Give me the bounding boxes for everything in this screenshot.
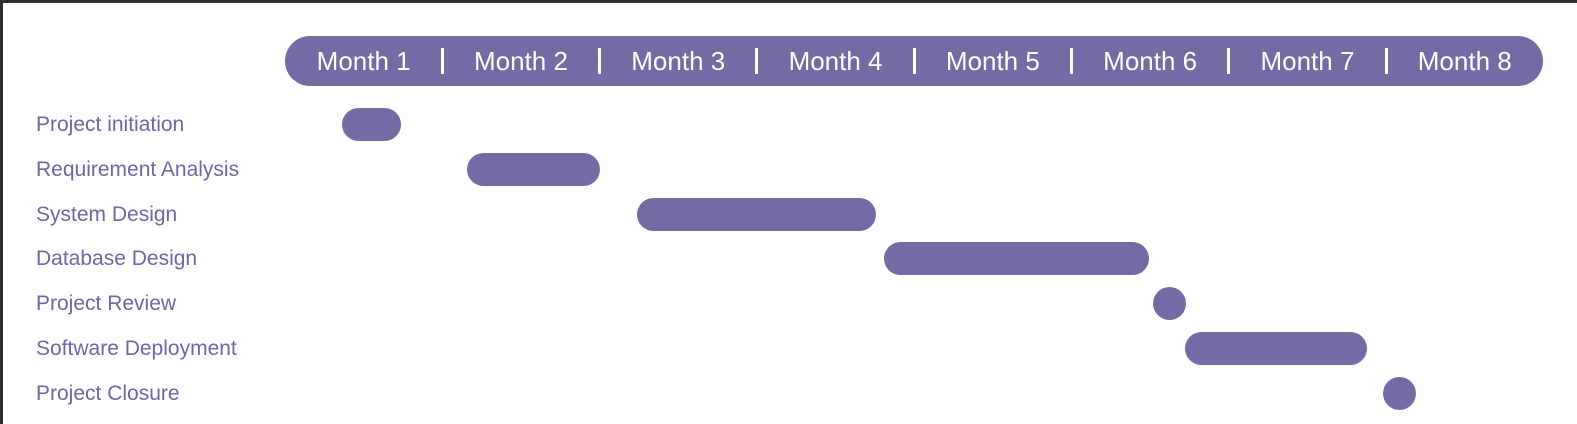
month-label: Month 7 [1260,46,1355,76]
task-bar[interactable] [884,242,1149,276]
task-label: System Design [36,202,178,226]
task-label: Project Closure [36,381,180,405]
month-separator [1070,48,1073,74]
task-label: Project Review [36,292,177,316]
month-label: Month 5 [945,46,1040,76]
month-label: Month 6 [1103,46,1198,76]
month-separator [440,48,444,74]
month-label: Month 1 [316,46,411,76]
task-bar[interactable] [467,152,600,186]
task-label: Software Deployment [36,337,237,360]
task-bar[interactable] [341,108,402,141]
month-label: Month 3 [631,46,726,76]
task-label: Database Design [36,247,198,271]
task-label: Requirement Analysis [36,157,240,181]
task-bar[interactable] [1382,376,1416,410]
task-bar[interactable] [637,197,877,231]
month-separator [1227,48,1231,74]
month-separator [1384,48,1388,74]
task-bar[interactable] [1153,287,1187,321]
task-bar[interactable] [1184,332,1368,365]
month-separator [598,48,602,74]
month-separator [912,48,916,74]
task-label: Project initiation [36,113,185,136]
month-header: Month 1 Month 2 Month 3 Month 4 Month 5 Month… [285,36,1543,86]
gantt-chart: Month 1 Month 2 Month 3 Month 4 Month 5 Month… [3,3,1577,424]
month-label: Month 8 [1417,46,1512,76]
month-label: Month 2 [473,46,568,76]
month-separator [755,48,759,74]
month-label: Month 4 [788,46,883,76]
